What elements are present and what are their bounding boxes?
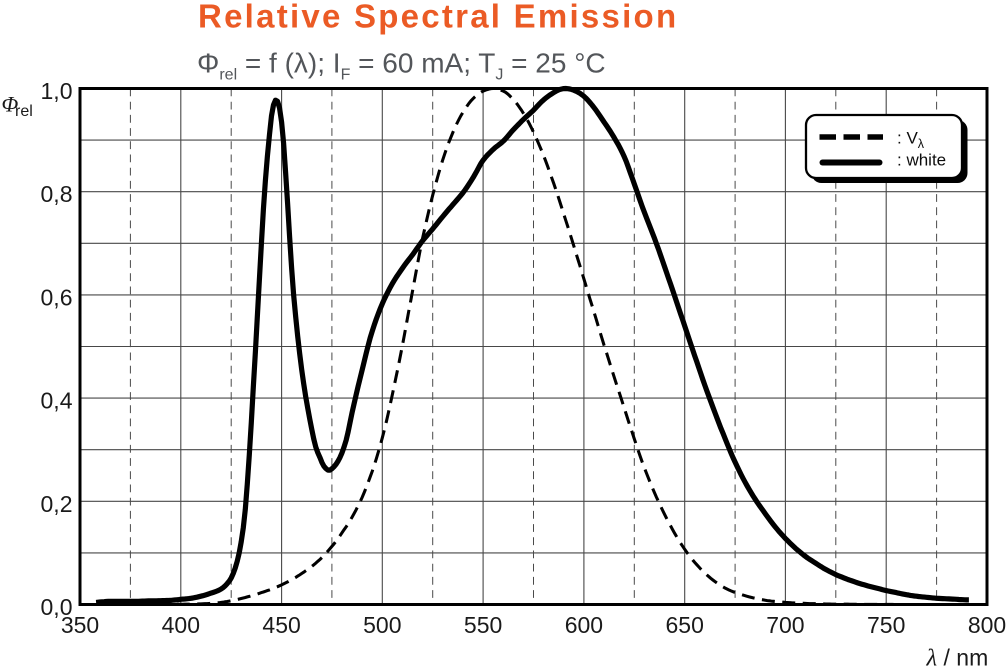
svg-text:0,2: 0,2: [41, 491, 73, 517]
svg-text:400: 400: [162, 612, 200, 638]
svg-text:1,0: 1,0: [41, 78, 73, 104]
svg-text:650: 650: [666, 612, 704, 638]
svg-text:0,6: 0,6: [41, 284, 73, 310]
svg-text:Φrel = f (λ); IF = 60 mA; TJ =: Φrel = f (λ); IF = 60 mA; TJ = 25 °C: [197, 48, 606, 84]
svg-text:800: 800: [968, 612, 1006, 638]
svg-text:500: 500: [363, 612, 401, 638]
svg-text:450: 450: [262, 612, 300, 638]
svg-text:0,0: 0,0: [41, 594, 73, 620]
svg-text:700: 700: [766, 612, 804, 638]
svg-text:350: 350: [61, 612, 99, 638]
svg-text:rel: rel: [15, 103, 33, 120]
svg-text:Relative Spectral Emission: Relative Spectral Emission: [198, 0, 678, 35]
svg-text:750: 750: [867, 612, 905, 638]
svg-text:λ / nm: λ / nm: [926, 645, 989, 667]
svg-text:550: 550: [464, 612, 502, 638]
svg-text:0,8: 0,8: [41, 181, 73, 207]
svg-text:600: 600: [565, 612, 603, 638]
svg-text:Φ: Φ: [2, 92, 19, 117]
svg-text:0,4: 0,4: [41, 388, 73, 414]
svg-text:: white: : white: [897, 151, 946, 170]
